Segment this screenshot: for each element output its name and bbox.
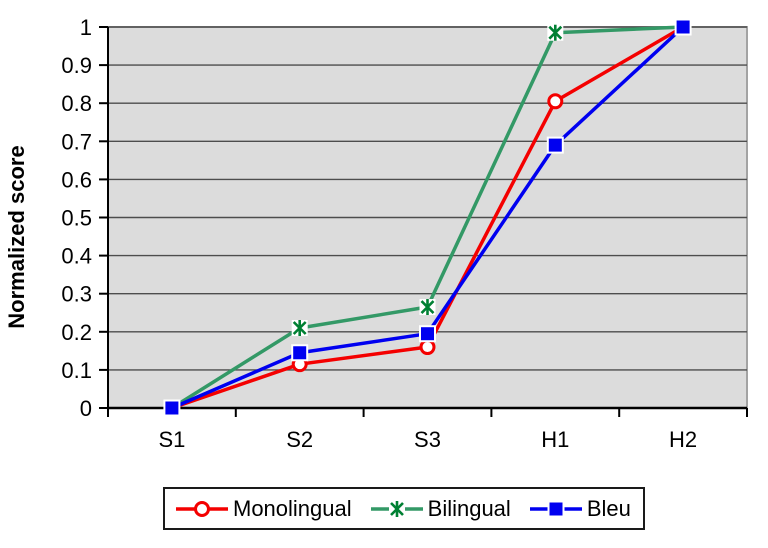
svg-text:0.4: 0.4 (61, 244, 92, 269)
chart-legend: Monolingual Bilingual Bleu (163, 487, 645, 530)
svg-text:0.5: 0.5 (61, 206, 92, 231)
legend-label-bilingual: Bilingual (427, 495, 511, 521)
legend-marker-monolingual (176, 500, 228, 517)
svg-text:S1: S1 (158, 427, 185, 452)
legend-label-monolingual: Monolingual (233, 495, 352, 521)
svg-text:0.1: 0.1 (61, 358, 92, 383)
legend-marker-bilingual (370, 500, 423, 517)
legend-item-monolingual: Monolingual (175, 496, 352, 522)
chart-plot-area: 0 0.1 0.2 0.3 0.4 0.5 0.6 0.7 0.8 0.9 1 S1 S2 S3 H1 H2 N… (4, 15, 748, 452)
svg-text:0.8: 0.8 (61, 91, 92, 116)
svg-text:0.3: 0.3 (61, 282, 92, 307)
svg-text:H2: H2 (669, 427, 697, 452)
legend-marker-bleu (529, 500, 582, 517)
svg-text:S3: S3 (414, 427, 441, 452)
svg-text:Normalized score: Normalized score (4, 145, 29, 328)
svg-text:H1: H1 (541, 427, 569, 452)
svg-text:0.6: 0.6 (61, 167, 92, 192)
svg-text:S2: S2 (286, 427, 313, 452)
svg-text:0: 0 (80, 396, 92, 421)
svg-text:0.2: 0.2 (61, 320, 92, 345)
svg-text:1: 1 (80, 15, 92, 40)
svg-text:0.9: 0.9 (61, 53, 92, 78)
legend-item-bleu: Bleu (529, 496, 631, 522)
svg-text:0.7: 0.7 (61, 129, 92, 154)
legend-label-bleu: Bleu (586, 495, 631, 521)
legend-item-bilingual: Bilingual (370, 496, 511, 522)
